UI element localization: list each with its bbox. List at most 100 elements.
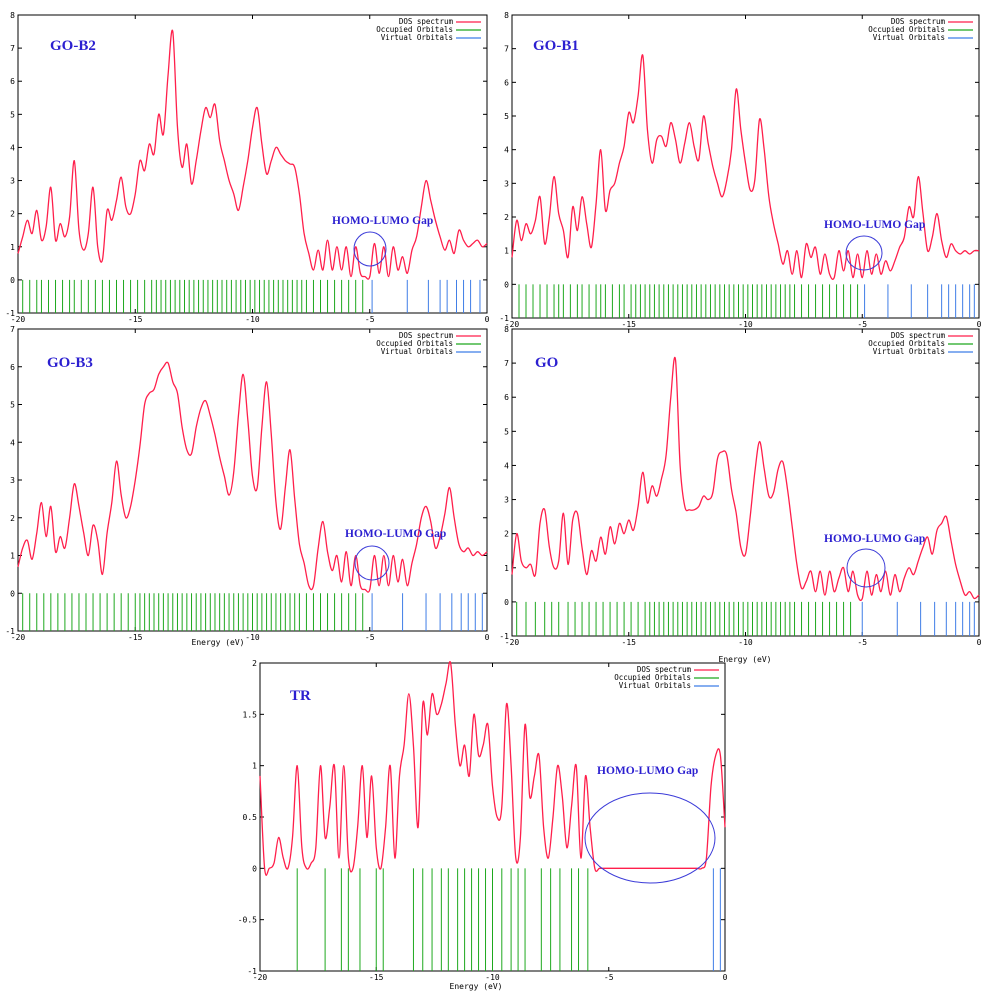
x-tick-label: -5 [857, 320, 867, 329]
y-tick-label: 0 [504, 598, 509, 607]
panel-label: TR [290, 688, 311, 704]
homo-lumo-gap-label: HOMO-LUMO Gap [824, 533, 925, 545]
x-tick-label: -5 [857, 638, 867, 647]
dos-spectrum-line [17, 29, 488, 280]
x-axis-label: Energy (eV) [719, 655, 772, 664]
panel-label: GO-B1 [533, 38, 579, 54]
x-tick-label: -5 [365, 633, 375, 642]
x-tick-label: 0 [485, 315, 490, 324]
homo-lumo-gap-label: HOMO-LUMO Gap [597, 765, 698, 777]
homo-lumo-gap-circle [353, 231, 387, 267]
y-tick-label: 2 [252, 659, 257, 668]
y-tick-label: 5 [10, 110, 15, 119]
y-tick-label: 4 [10, 438, 15, 447]
dos-spectrum-line [511, 54, 980, 280]
y-tick-label: 8 [504, 11, 509, 20]
x-tick-label: -10 [245, 315, 260, 324]
legend-entry: Virtual Orbitals [381, 33, 453, 42]
homo-lumo-gap-label: HOMO-LUMO Gap [824, 219, 925, 231]
x-tick-label: -15 [369, 973, 384, 982]
x-tick-label: -15 [622, 638, 637, 647]
y-tick-label: 3 [10, 177, 15, 186]
x-tick-label: -5 [604, 973, 614, 982]
panel-label: GO-B2 [50, 38, 96, 54]
dos-spectrum-line [259, 660, 726, 876]
homo-lumo-gap-circle [845, 235, 883, 271]
y-tick-label: 1 [10, 243, 15, 252]
homo-lumo-gap-circle [846, 548, 886, 588]
y-tick-label: 1.5 [243, 710, 258, 719]
y-tick-label: -1 [5, 309, 15, 318]
y-tick-label: 5 [504, 112, 509, 121]
panel-label: GO [535, 355, 558, 371]
y-tick-label: 0 [10, 589, 15, 598]
legend-entry: Virtual Orbitals [873, 347, 945, 356]
y-tick-label: 4 [504, 461, 509, 470]
y-tick-label: 2 [10, 210, 15, 219]
legend-entry: DOS spectrum [637, 665, 692, 674]
legend-entry: Occupied Orbitals [868, 25, 945, 34]
y-tick-label: -1 [499, 314, 509, 323]
legend-entry: DOS spectrum [399, 17, 454, 26]
y-tick-label: 6 [504, 78, 509, 87]
homo-lumo-gap-circle [354, 545, 390, 581]
y-tick-label: 8 [504, 325, 509, 334]
plot-frame [17, 14, 488, 314]
y-tick-label: 2 [504, 530, 509, 539]
y-tick-label: 3 [504, 496, 509, 505]
dos-spectrum-line [511, 356, 980, 602]
y-tick-label: -0.5 [238, 916, 257, 925]
legend-entry: DOS spectrum [399, 331, 454, 340]
x-tick-label: 0 [723, 973, 728, 982]
x-tick-label: -15 [622, 320, 637, 329]
y-tick-label: -1 [499, 632, 509, 641]
legend-entry: DOS spectrum [891, 331, 946, 340]
legend-entry: Virtual Orbitals [873, 33, 945, 42]
homo-lumo-gap-circle [584, 792, 716, 884]
y-tick-label: 4 [10, 143, 15, 152]
homo-lumo-gap-label: HOMO-LUMO Gap [332, 215, 433, 227]
chart-panel-tr: -1 -0.5 0 0.5 1 1.5 2 -20 -15 -10 -5 0 DOS spectrumO… [238, 659, 728, 991]
y-tick-label: 7 [10, 44, 15, 53]
y-tick-label: 3 [10, 476, 15, 485]
y-tick-label: -1 [5, 627, 15, 636]
legend-entry: Occupied Orbitals [868, 339, 945, 348]
legend-entry: DOS spectrum [891, 17, 946, 26]
x-tick-label: -20 [253, 973, 268, 982]
x-tick-label: -10 [738, 320, 753, 329]
y-tick-label: 0 [252, 864, 257, 873]
y-tick-label: 1 [252, 762, 257, 771]
y-tick-label: -1 [247, 967, 257, 976]
x-tick-label: -20 [11, 633, 26, 642]
y-tick-label: 1 [504, 247, 509, 256]
x-tick-label: 0 [977, 320, 982, 329]
y-tick-label: 0 [504, 280, 509, 289]
x-tick-label: -10 [738, 638, 753, 647]
y-tick-label: 5 [504, 427, 509, 436]
panel-label: GO-B3 [47, 355, 93, 371]
x-tick-label: -5 [365, 315, 375, 324]
x-tick-label: -10 [245, 633, 260, 642]
legend-entry: Occupied Orbitals [376, 25, 453, 34]
y-tick-label: 7 [504, 359, 509, 368]
y-tick-label: 1 [504, 564, 509, 573]
legend-entry: Virtual Orbitals [381, 347, 453, 356]
y-tick-label: 0 [10, 276, 15, 285]
y-tick-label: 6 [10, 77, 15, 86]
x-axis-label: Energy (eV) [192, 638, 245, 647]
legend-entry: Occupied Orbitals [376, 339, 453, 348]
y-tick-label: 5 [10, 401, 15, 410]
y-tick-label: 4 [504, 146, 509, 155]
homo-lumo-gap-label: HOMO-LUMO Gap [345, 528, 446, 540]
y-tick-label: 2 [504, 213, 509, 222]
x-tick-label: -15 [128, 315, 143, 324]
x-tick-label: -20 [11, 315, 26, 324]
x-axis-label: Energy (eV) [450, 982, 503, 991]
x-tick-label: -10 [485, 973, 500, 982]
y-tick-label: 6 [504, 393, 509, 402]
legend-entry: Occupied Orbitals [614, 673, 691, 682]
